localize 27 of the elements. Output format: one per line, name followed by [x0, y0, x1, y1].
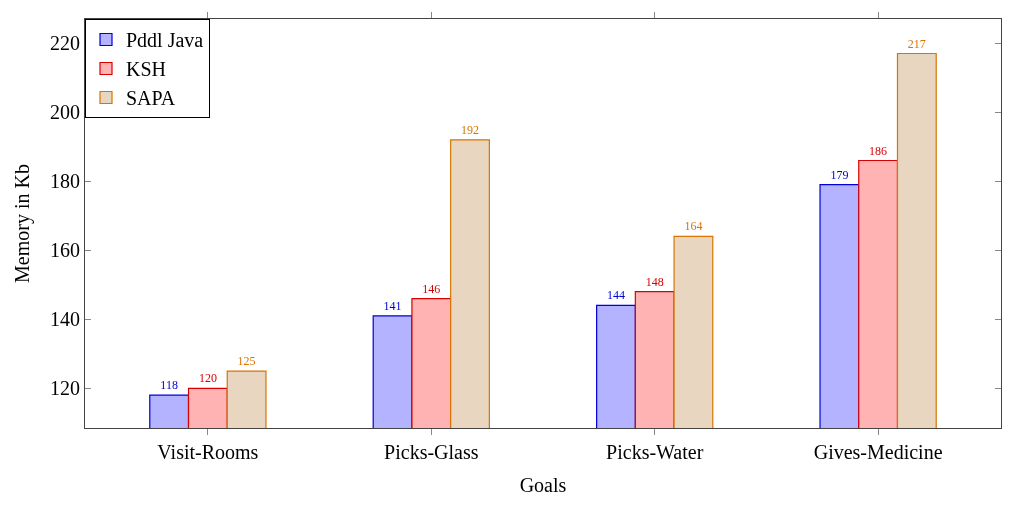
y-tick-label: 200: [50, 101, 80, 124]
data-label: 146: [422, 281, 441, 296]
x-tick-label: Gives-Medicine: [813, 441, 943, 463]
data-label: 179: [830, 167, 849, 182]
data-label: 144: [606, 288, 625, 303]
x-tick-label: Visit-Rooms: [157, 441, 259, 463]
y-tick-label: 180: [50, 170, 80, 193]
data-label: 125: [237, 354, 256, 369]
x-tick-label: Picks-Water: [606, 441, 704, 463]
data-label: 192: [461, 122, 480, 137]
y-tick-label: 220: [50, 32, 80, 55]
data-label: 186: [869, 143, 888, 158]
data-label: 217: [907, 36, 926, 51]
data-label: 141: [383, 298, 402, 313]
y-axis-title: Memory in Kb: [10, 164, 34, 283]
legend-label: Pddl Java: [126, 29, 204, 52]
legend-label: KSH: [126, 58, 167, 81]
data-label: 118: [160, 378, 178, 393]
data-label: 164: [684, 219, 703, 234]
y-tick-label: 160: [50, 239, 80, 262]
data-label: 148: [645, 274, 664, 289]
y-tick-label: 120: [50, 377, 80, 400]
data-label: 120: [198, 371, 217, 386]
y-tick-label: 140: [50, 308, 80, 331]
x-axis-title: Goals: [519, 473, 567, 496]
legend-label: SAPA: [126, 87, 176, 110]
x-tick-label: Picks-Glass: [384, 441, 479, 463]
